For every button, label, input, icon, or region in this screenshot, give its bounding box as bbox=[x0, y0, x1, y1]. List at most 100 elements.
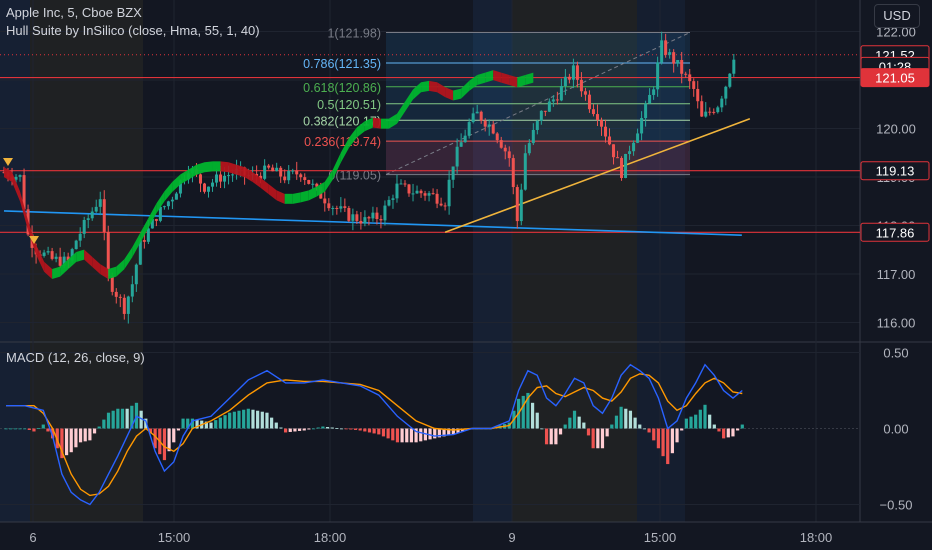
histogram-bar bbox=[116, 408, 120, 429]
candle-body bbox=[379, 219, 383, 221]
candle-body bbox=[339, 206, 343, 209]
histogram-bar bbox=[288, 428, 292, 432]
hull-band-segment bbox=[356, 121, 365, 138]
hull-band-segment bbox=[132, 232, 141, 258]
histogram-bar bbox=[652, 428, 656, 441]
histogram-bar bbox=[558, 428, 563, 435]
histogram-bar bbox=[218, 417, 222, 429]
hull-band-segment bbox=[92, 256, 101, 275]
hull-band-segment bbox=[228, 162, 237, 175]
histogram-bar bbox=[521, 395, 525, 429]
histogram-bar bbox=[78, 428, 83, 443]
histogram-bar bbox=[228, 412, 232, 429]
macd-line bbox=[6, 363, 743, 506]
histogram-bar bbox=[260, 411, 264, 429]
candle-body bbox=[162, 206, 166, 208]
histogram-bar bbox=[577, 416, 581, 429]
candle-body bbox=[704, 111, 708, 117]
candle-body bbox=[656, 62, 660, 90]
candle-body bbox=[728, 73, 732, 87]
candle-body bbox=[70, 249, 74, 261]
candle-body bbox=[327, 203, 331, 209]
candle-body bbox=[511, 158, 515, 188]
candle-body bbox=[299, 174, 303, 178]
candle-body bbox=[451, 166, 455, 180]
histogram-bar bbox=[64, 428, 69, 456]
candle-body bbox=[335, 207, 339, 209]
candle-body bbox=[415, 190, 419, 194]
arrow-down-marker bbox=[29, 236, 39, 244]
histogram-bar bbox=[409, 428, 414, 443]
candle-body bbox=[90, 211, 94, 219]
candle-body bbox=[608, 136, 612, 145]
candle-body bbox=[126, 296, 130, 314]
histogram-bar bbox=[256, 410, 260, 429]
candle-body bbox=[668, 52, 672, 55]
premarket-shade-1 bbox=[0, 0, 30, 522]
histogram-bar bbox=[18, 428, 22, 430]
macd-title: MACD (12, 26, close, 9) bbox=[6, 350, 145, 365]
candle-body bbox=[178, 180, 182, 194]
candle-body bbox=[595, 114, 599, 120]
candle-body bbox=[459, 142, 463, 147]
hull-band-segment bbox=[116, 259, 125, 277]
candle-body bbox=[174, 193, 178, 200]
candle-body bbox=[383, 205, 387, 221]
candle-body bbox=[447, 179, 451, 207]
hull-band-segment bbox=[84, 249, 93, 267]
hull-band-segment bbox=[212, 161, 221, 172]
histogram-bar bbox=[661, 428, 665, 457]
candle-body bbox=[575, 65, 579, 80]
histogram-bar bbox=[731, 428, 735, 437]
candle-body bbox=[716, 107, 720, 113]
hull-band-segment bbox=[324, 169, 333, 192]
hull-band-segment bbox=[60, 259, 69, 277]
hull-band-segment bbox=[172, 174, 181, 192]
histogram-bar bbox=[274, 422, 278, 429]
candle-body bbox=[207, 186, 211, 192]
hull-band-segment bbox=[308, 186, 317, 201]
currency-button[interactable]: USD bbox=[874, 4, 920, 28]
price-label: 121.05 bbox=[875, 71, 915, 86]
candle-body bbox=[664, 40, 668, 55]
hull-band-segment bbox=[156, 191, 165, 214]
hull-band-segment bbox=[196, 162, 205, 175]
candle-body bbox=[78, 233, 82, 241]
candle-body bbox=[487, 124, 491, 127]
candle-body bbox=[74, 240, 78, 250]
histogram-bar bbox=[195, 419, 199, 429]
histogram-bar bbox=[437, 428, 441, 438]
hull-band-segment bbox=[316, 181, 325, 197]
hull-band-segment bbox=[276, 190, 285, 204]
histogram-bar bbox=[246, 408, 250, 429]
histogram-bar bbox=[74, 428, 78, 448]
histogram-bar bbox=[27, 428, 31, 430]
candle-body bbox=[399, 183, 403, 185]
histogram-bar bbox=[330, 427, 334, 429]
candle-body bbox=[114, 291, 118, 297]
histogram-bar bbox=[153, 428, 157, 449]
hull-band-segment bbox=[164, 181, 173, 202]
candle-body bbox=[283, 176, 287, 181]
histogram-bar bbox=[214, 420, 218, 429]
hull-band-segment bbox=[52, 266, 61, 279]
histogram-bar bbox=[642, 428, 647, 430]
time-tick-label: 9 bbox=[508, 530, 515, 545]
candle-body bbox=[676, 59, 680, 64]
candle-body bbox=[138, 240, 142, 265]
candle-body bbox=[267, 165, 271, 168]
candle-body bbox=[403, 183, 407, 185]
histogram-bar bbox=[367, 428, 372, 433]
candle-body bbox=[14, 176, 18, 180]
histogram-bar bbox=[32, 428, 36, 432]
histogram-bar bbox=[125, 408, 129, 429]
histogram-bar bbox=[638, 424, 642, 429]
histogram-bar bbox=[591, 428, 595, 449]
histogram-bar bbox=[698, 409, 702, 429]
hull-band-segment bbox=[188, 164, 197, 180]
candle-body bbox=[170, 199, 174, 202]
candle-body bbox=[58, 256, 62, 266]
hull-band-segment bbox=[469, 75, 478, 91]
hull-band-segment bbox=[429, 80, 438, 93]
